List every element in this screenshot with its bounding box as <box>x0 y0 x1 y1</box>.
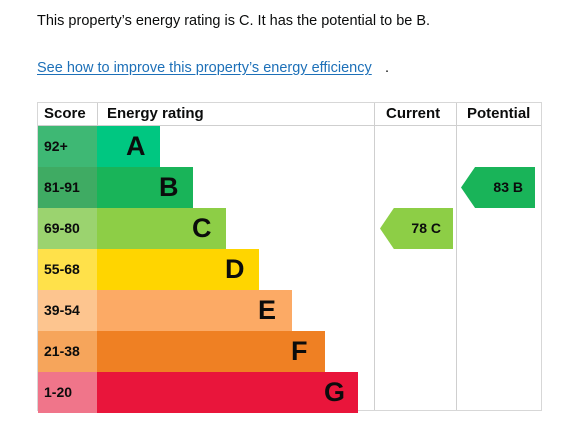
score-column-header: Score <box>44 105 86 122</box>
potential-rating-arrow: 83 B <box>461 167 535 208</box>
band-letter: G <box>324 377 346 407</box>
band-score: 1-20 <box>38 372 97 413</box>
header-divider <box>97 103 98 125</box>
band-bar-d: D <box>97 249 259 290</box>
band-bar-f: F <box>97 331 325 372</box>
band-bar-g: G <box>97 372 358 413</box>
band-bar-e: E <box>97 290 292 331</box>
band-bar-c: C <box>97 208 226 249</box>
rating-summary-text: This property’s energy rating is C. It h… <box>37 13 431 29</box>
current-rating-arrow: 78 C <box>380 208 453 249</box>
band-score: 81-91 <box>38 167 97 208</box>
header-underline <box>38 125 541 126</box>
energy-rating-column-header: Energy rating <box>107 105 204 122</box>
improve-efficiency-link[interactable]: See how to improve this property’s energ… <box>37 60 372 76</box>
band-letter: C <box>192 213 212 243</box>
band-letter: F <box>291 336 308 366</box>
current-column-divider <box>374 103 375 410</box>
potential-column-divider <box>456 103 457 410</box>
band-bar-a: A <box>97 126 160 167</box>
potential-rating-label: 83 B <box>493 179 523 195</box>
band-letter: B <box>159 172 179 202</box>
band-score: 55-68 <box>38 249 97 290</box>
band-bar-b: B <box>97 167 193 208</box>
band-score: 92+ <box>38 126 97 167</box>
current-column-header: Current <box>386 105 441 122</box>
link-period: . <box>385 60 390 76</box>
potential-column-header: Potential <box>467 105 531 122</box>
band-letter: E <box>258 295 277 325</box>
band-score: 69-80 <box>38 208 97 249</box>
band-score: 21-38 <box>38 331 97 372</box>
current-rating-label: 78 C <box>411 220 441 236</box>
energy-rating-table: Score Energy rating Current Potential 92… <box>37 102 542 413</box>
band-letter: A <box>126 131 146 161</box>
band-score: 39-54 <box>38 290 97 331</box>
band-letter: D <box>225 254 245 284</box>
